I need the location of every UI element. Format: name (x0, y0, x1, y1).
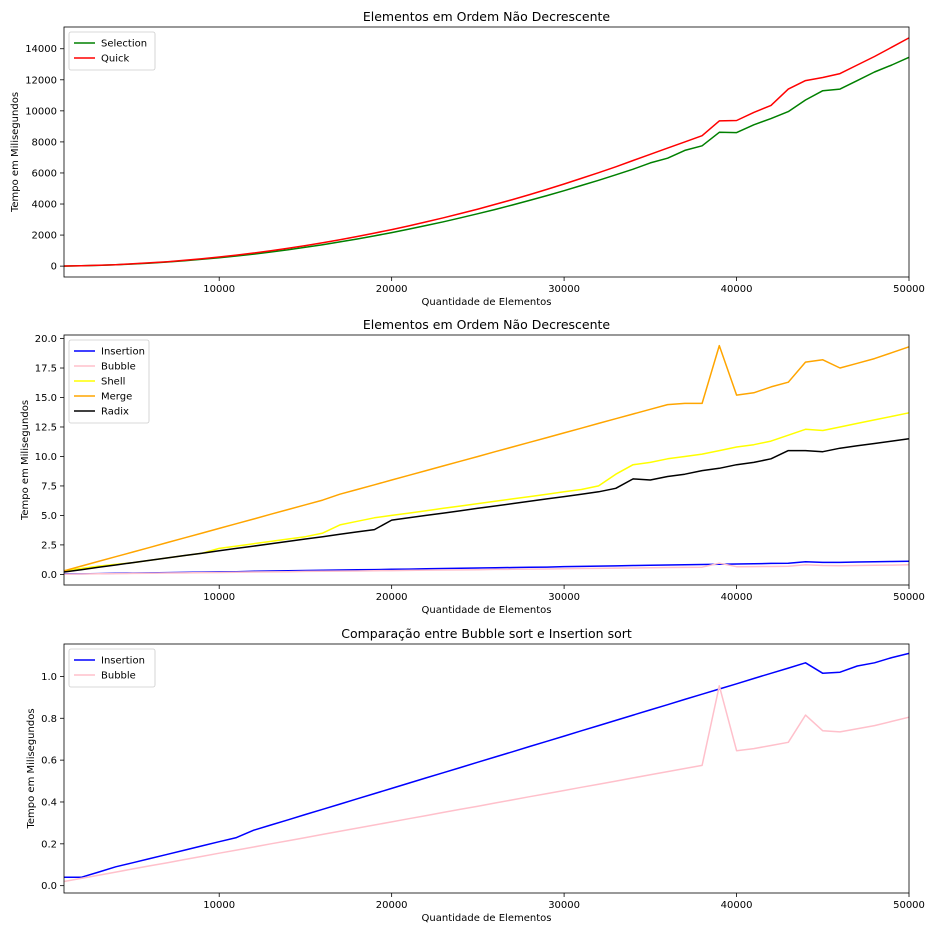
y-tick-label: 0.2 (41, 839, 57, 850)
x-axis-label: Quantidade de Elementos (422, 297, 552, 308)
x-tick-label: 10000 (203, 592, 235, 603)
y-tick-label: 12000 (25, 75, 57, 86)
y-tick-label: 0 (51, 262, 57, 273)
legend-label: Shell (101, 377, 125, 388)
legend-label: Bubble (101, 671, 136, 682)
series-line-selection (63, 56, 910, 267)
y-tick-label: 0.6 (41, 756, 57, 767)
chart-title: Comparação entre Bubble sort e Insertion… (341, 626, 632, 641)
x-tick-label: 10000 (203, 900, 235, 911)
y-tick-label: 4000 (32, 200, 57, 211)
x-tick-label: 40000 (721, 284, 753, 295)
x-axis-label: Quantidade de Elementos (422, 913, 552, 924)
y-axis-label: Tempo em Milisegundos (20, 400, 31, 521)
series-line-insertion (64, 560, 910, 575)
x-tick-label: 20000 (376, 592, 408, 603)
x-tick-label: 50000 (893, 592, 925, 603)
series-line-bubble (63, 685, 910, 883)
axes-frame (63, 26, 910, 278)
series-line-quick (63, 37, 910, 267)
x-tick-label: 10000 (203, 284, 235, 295)
x-tick-label: 20000 (376, 900, 408, 911)
y-tick-label: 12.5 (35, 422, 57, 433)
x-tick-label: 30000 (548, 592, 580, 603)
legend-label: Radix (101, 407, 129, 418)
axes-frame (63, 643, 910, 894)
legend-label: Merge (101, 392, 132, 403)
y-tick-label: 6000 (32, 168, 57, 179)
legend-label: Quick (101, 54, 129, 65)
y-tick-label: 1.0 (41, 672, 57, 683)
legend-box (68, 648, 156, 688)
x-tick-label: 30000 (548, 284, 580, 295)
y-tick-label: 0.0 (41, 881, 57, 892)
legend-label: Selection (101, 39, 147, 50)
x-tick-label: 40000 (721, 592, 753, 603)
x-tick-label: 50000 (893, 900, 925, 911)
y-tick-label: 10000 (25, 106, 57, 117)
legend: Selection Quick (68, 31, 156, 71)
x-axis-label: Quantidade de Elementos (422, 605, 552, 616)
y-axis-label: Tempo em Milisegundos (10, 92, 21, 213)
y-axis-label: Tempo em Milisegundos (26, 708, 37, 829)
x-tick-label: 40000 (721, 900, 753, 911)
legend-box (68, 31, 156, 71)
series-line-bubble (63, 562, 910, 575)
legend: Insertion Bubble Shell Merge Radix (68, 339, 150, 424)
x-tick-label: 30000 (548, 900, 580, 911)
chart-1: Elementos em Ordem Não Decrescente 10000 2… (10, 9, 925, 308)
y-tick-label: 8000 (32, 137, 57, 148)
series-line-insertion (64, 652, 910, 879)
axes-frame (63, 334, 910, 586)
series-line-shell (63, 412, 910, 572)
y-tick-label: 0.8 (41, 714, 57, 725)
x-tick-label: 20000 (376, 284, 408, 295)
y-tick-label: 7.5 (41, 481, 57, 492)
y-tick-label: 20.0 (35, 334, 57, 345)
y-tick-label: 0.4 (41, 797, 57, 808)
plot-area (63, 344, 910, 575)
y-tick-label: 2.5 (41, 540, 57, 551)
series-line-radix (63, 438, 910, 573)
y-tick-label: 0.0 (41, 570, 57, 581)
y-tick-label: 15.0 (35, 393, 57, 404)
x-tick-label: 50000 (893, 284, 925, 295)
series-line-merge (63, 344, 910, 572)
legend-box (68, 339, 150, 424)
legend-label: Insertion (101, 656, 145, 667)
chart-3: Comparação entre Bubble sort e Insertion… (26, 626, 925, 924)
legend: Insertion Bubble (68, 648, 156, 688)
chart-title: Elementos em Ordem Não Decrescente (363, 9, 611, 24)
y-tick-label: 2000 (32, 231, 57, 242)
plot-area (63, 37, 910, 267)
y-tick-label: 17.5 (35, 364, 57, 375)
plot-area (63, 652, 910, 883)
y-tick-label: 10.0 (35, 452, 57, 463)
y-tick-label: 5.0 (41, 511, 57, 522)
legend-label: Bubble (101, 362, 136, 373)
chart-2: Elementos em Ordem Não Decrescente 10000 2… (20, 317, 925, 616)
legend-label: Insertion (101, 347, 145, 358)
y-tick-label: 14000 (25, 44, 57, 55)
chart-title: Elementos em Ordem Não Decrescente (363, 317, 611, 332)
